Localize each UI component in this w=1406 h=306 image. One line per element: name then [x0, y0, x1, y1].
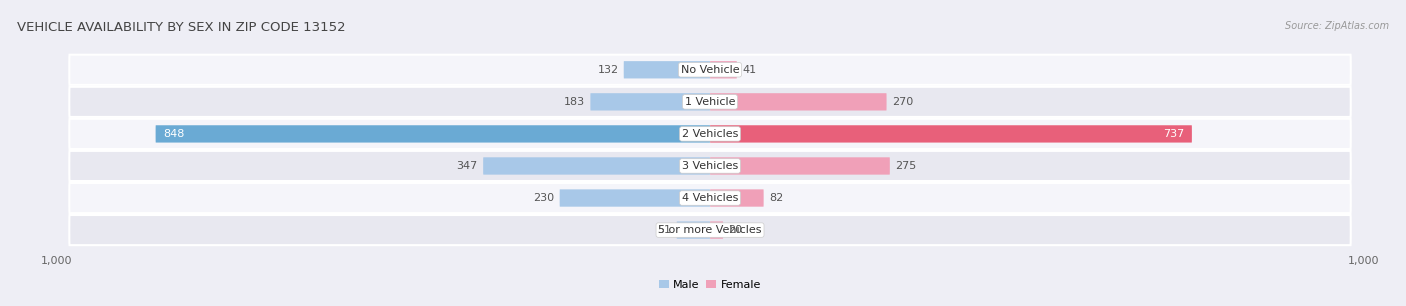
Text: Source: ZipAtlas.com: Source: ZipAtlas.com: [1285, 21, 1389, 32]
FancyBboxPatch shape: [710, 222, 723, 239]
FancyBboxPatch shape: [710, 157, 890, 175]
FancyBboxPatch shape: [69, 55, 1351, 85]
Text: 230: 230: [533, 193, 554, 203]
Text: 5 or more Vehicles: 5 or more Vehicles: [658, 225, 762, 235]
FancyBboxPatch shape: [69, 183, 1351, 213]
Legend: Male, Female: Male, Female: [659, 280, 761, 290]
Text: 2 Vehicles: 2 Vehicles: [682, 129, 738, 139]
Text: 132: 132: [598, 65, 619, 75]
Text: 1 Vehicle: 1 Vehicle: [685, 97, 735, 107]
Text: 848: 848: [163, 129, 184, 139]
FancyBboxPatch shape: [676, 222, 710, 239]
Text: 4 Vehicles: 4 Vehicles: [682, 193, 738, 203]
FancyBboxPatch shape: [156, 125, 710, 143]
Text: 275: 275: [896, 161, 917, 171]
Text: 183: 183: [564, 97, 585, 107]
FancyBboxPatch shape: [591, 93, 710, 110]
FancyBboxPatch shape: [69, 119, 1351, 149]
FancyBboxPatch shape: [624, 61, 710, 78]
Text: 20: 20: [728, 225, 742, 235]
Text: 41: 41: [742, 65, 756, 75]
Text: 3 Vehicles: 3 Vehicles: [682, 161, 738, 171]
FancyBboxPatch shape: [560, 189, 710, 207]
Text: 51: 51: [658, 225, 672, 235]
Text: 82: 82: [769, 193, 783, 203]
Text: 270: 270: [891, 97, 912, 107]
Text: No Vehicle: No Vehicle: [681, 65, 740, 75]
FancyBboxPatch shape: [710, 93, 887, 110]
Text: 347: 347: [457, 161, 478, 171]
FancyBboxPatch shape: [484, 157, 710, 175]
FancyBboxPatch shape: [710, 189, 763, 207]
Text: 737: 737: [1163, 129, 1184, 139]
FancyBboxPatch shape: [69, 151, 1351, 181]
FancyBboxPatch shape: [710, 61, 737, 78]
FancyBboxPatch shape: [69, 87, 1351, 117]
Text: VEHICLE AVAILABILITY BY SEX IN ZIP CODE 13152: VEHICLE AVAILABILITY BY SEX IN ZIP CODE …: [17, 21, 346, 34]
FancyBboxPatch shape: [710, 125, 1192, 143]
FancyBboxPatch shape: [69, 215, 1351, 245]
